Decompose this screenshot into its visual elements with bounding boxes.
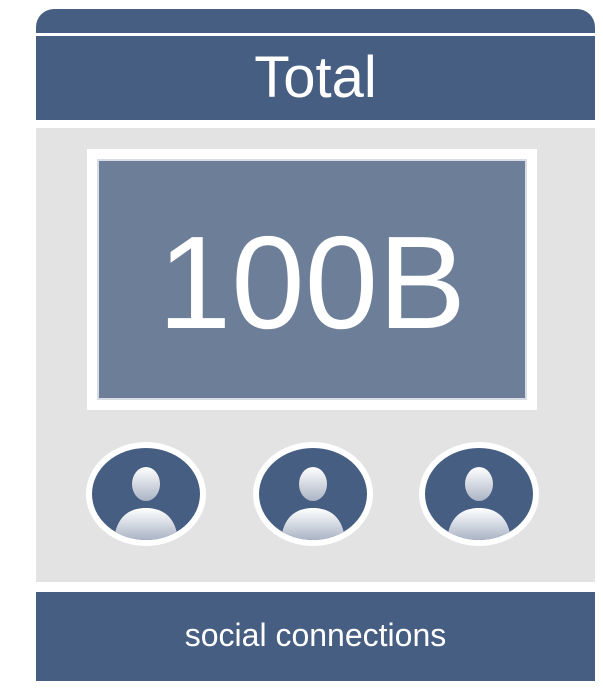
avatar (86, 442, 206, 546)
stat-panel: 100B (36, 128, 595, 582)
avatar (253, 442, 373, 546)
page-title: Total (254, 45, 377, 110)
user-icon (447, 467, 511, 540)
stat-value: 100B (157, 208, 467, 356)
footer-bar: social connections (36, 592, 595, 681)
title-bar: Total (36, 36, 595, 120)
avatar (419, 442, 539, 546)
header-top-tab (36, 9, 595, 33)
stat-value-box: 100B (97, 159, 527, 400)
user-icon (281, 467, 345, 540)
stat-value-frame: 100B (87, 149, 537, 410)
user-icon (114, 467, 178, 540)
footer-label: social connections (184, 616, 447, 653)
